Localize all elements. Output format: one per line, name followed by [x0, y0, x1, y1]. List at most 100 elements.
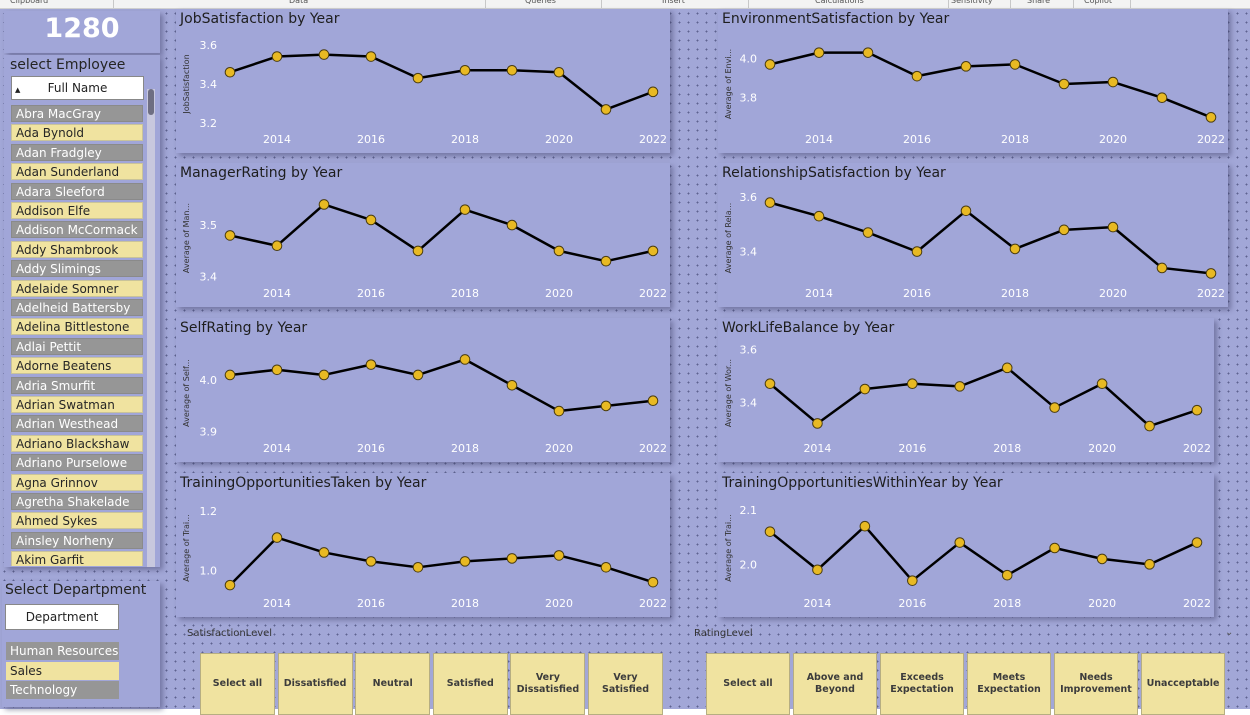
employee-list-item[interactable]: Adan Fradgley — [11, 143, 143, 161]
data-point[interactable] — [553, 245, 565, 257]
data-point[interactable] — [412, 72, 424, 84]
data-point[interactable] — [506, 219, 518, 231]
full-name-header[interactable]: ▲ Full Name — [11, 76, 144, 100]
rating-level-button[interactable]: Exceeds Expectation — [880, 653, 964, 715]
employee-list-item[interactable]: Adrian Swatman — [11, 396, 143, 413]
data-point[interactable] — [224, 230, 236, 241]
data-point[interactable] — [600, 255, 612, 267]
data-point[interactable] — [1205, 112, 1217, 123]
data-point[interactable] — [1001, 362, 1013, 374]
data-point[interactable] — [459, 556, 471, 567]
data-point[interactable] — [1144, 420, 1155, 432]
employee-list-item[interactable]: Addison Elfe — [11, 202, 143, 219]
data-point[interactable] — [600, 562, 612, 573]
data-point[interactable] — [907, 575, 918, 586]
rating-level-button[interactable]: Meets Expectation — [967, 653, 1051, 715]
data-point[interactable] — [459, 64, 471, 76]
department-list-item[interactable]: Human Resources — [6, 642, 119, 660]
data-point[interactable] — [1191, 404, 1203, 416]
employee-list-item[interactable]: Adriano Purselowe — [11, 454, 143, 472]
rating-level-button[interactable]: Above and Beyond — [793, 653, 877, 715]
satisfaction-level-button[interactable]: Satisfied — [432, 653, 508, 715]
satisfaction-level-button[interactable]: Very Satisfied — [588, 653, 663, 715]
data-point[interactable] — [600, 104, 612, 115]
data-point[interactable] — [365, 359, 377, 370]
data-point[interactable] — [764, 378, 776, 390]
chevron-down-icon[interactable]: ⌄ — [1225, 627, 1234, 638]
satisfaction-level-button[interactable]: Neutral — [355, 653, 431, 715]
employee-list-item[interactable]: Agretha Shakelade — [11, 493, 143, 510]
data-point[interactable] — [911, 70, 923, 82]
data-point[interactable] — [318, 49, 330, 60]
data-point[interactable] — [1058, 78, 1070, 90]
data-point[interactable] — [506, 379, 518, 391]
data-point[interactable] — [647, 86, 659, 98]
data-point[interactable] — [647, 395, 659, 407]
line-chart-card[interactable]: RelationshipSatisfaction by Year Average … — [718, 163, 1228, 307]
satisfaction-level-button[interactable]: Dissatisfied — [277, 653, 353, 715]
data-point[interactable] — [271, 532, 283, 543]
data-point[interactable] — [1058, 224, 1070, 236]
employee-list-item[interactable]: Adriano Blackshaw — [11, 434, 143, 452]
data-point[interactable] — [459, 354, 471, 365]
data-point[interactable] — [1001, 569, 1013, 581]
line-chart-card[interactable]: JobSatisfaction by Year JobSatisfaction 3.… — [176, 9, 670, 153]
employee-list-item[interactable]: Adria Smurfit — [11, 376, 143, 394]
employee-list-item[interactable]: Ainsley Norheny — [11, 531, 143, 549]
data-point[interactable] — [1107, 76, 1119, 88]
department-header[interactable]: Department — [5, 604, 119, 630]
data-point[interactable] — [862, 227, 874, 238]
line-chart-card[interactable]: WorkLifeBalance by Year Average of Wor...… — [718, 318, 1214, 462]
data-point[interactable] — [911, 246, 923, 257]
employee-list-item[interactable]: Adrian Westhead — [11, 415, 143, 433]
data-point[interactable] — [1107, 221, 1119, 233]
data-point[interactable] — [412, 562, 424, 573]
data-point[interactable] — [907, 378, 918, 390]
employee-list-item[interactable]: Ahmed Sykes — [11, 512, 143, 530]
data-point[interactable] — [812, 564, 823, 576]
data-point[interactable] — [1096, 553, 1108, 565]
employee-list-item[interactable]: Adelina Bittlestone — [11, 318, 143, 336]
data-point[interactable] — [412, 369, 424, 381]
data-point[interactable] — [859, 520, 871, 532]
data-point[interactable] — [647, 576, 659, 588]
data-point[interactable] — [764, 197, 776, 208]
data-point[interactable] — [271, 240, 283, 252]
data-point[interactable] — [224, 66, 236, 78]
data-point[interactable] — [459, 204, 471, 215]
data-point[interactable] — [1096, 378, 1108, 390]
data-point[interactable] — [1191, 537, 1203, 548]
employee-list-item[interactable]: Adlai Pettit — [11, 337, 143, 355]
rating-level-button[interactable]: Select all — [706, 653, 790, 715]
data-point[interactable] — [318, 369, 330, 381]
data-point[interactable] — [1156, 92, 1168, 104]
employee-list-item[interactable]: Adelheid Battersby — [11, 299, 143, 316]
employee-list-item[interactable]: Abra MacGray — [11, 105, 143, 122]
satisfaction-level-button[interactable]: Select all — [200, 653, 275, 715]
employee-list-item[interactable]: Akim Garfit — [11, 551, 143, 566]
employee-list-scrollbar[interactable] — [147, 89, 155, 567]
data-point[interactable] — [862, 47, 874, 58]
data-point[interactable] — [412, 245, 424, 257]
data-point[interactable] — [813, 47, 825, 58]
data-point[interactable] — [1009, 59, 1021, 70]
data-point[interactable] — [365, 556, 377, 567]
scrollbar-thumb[interactable] — [148, 89, 154, 115]
data-point[interactable] — [271, 364, 283, 376]
data-point[interactable] — [600, 400, 612, 412]
satisfaction-level-button[interactable]: Very Dissatisfied — [510, 653, 586, 715]
employee-list-item[interactable]: Addy Shambrook — [11, 240, 143, 258]
data-point[interactable] — [954, 381, 966, 392]
data-point[interactable] — [1049, 542, 1060, 554]
data-point[interactable] — [813, 210, 825, 222]
data-point[interactable] — [553, 405, 565, 417]
employee-list-item[interactable]: Addy Slimings — [11, 260, 143, 278]
data-point[interactable] — [365, 51, 377, 62]
employee-list-item[interactable]: Adan Sunderland — [11, 163, 143, 181]
employee-list-item[interactable]: Agna Grinnov — [11, 473, 143, 491]
employee-list-item[interactable]: Adorne Beatens — [11, 357, 143, 375]
data-point[interactable] — [224, 579, 236, 591]
data-point[interactable] — [1156, 262, 1168, 274]
employee-list-item[interactable]: Ada Bynold — [11, 124, 143, 142]
data-point[interactable] — [647, 245, 659, 257]
